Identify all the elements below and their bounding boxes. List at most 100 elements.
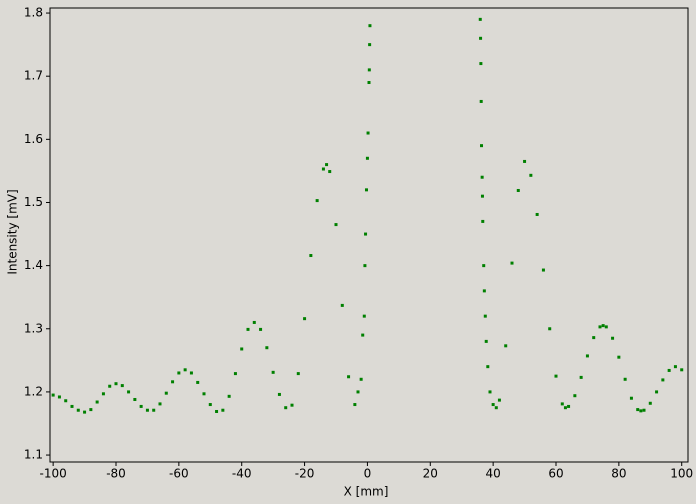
point	[221, 408, 225, 412]
point	[171, 380, 175, 384]
point	[494, 406, 498, 410]
point	[57, 395, 61, 399]
point	[585, 354, 589, 358]
point	[145, 408, 149, 412]
point	[601, 324, 605, 328]
point	[303, 317, 307, 321]
point	[296, 372, 300, 376]
point	[655, 390, 659, 394]
point	[340, 303, 344, 307]
point	[367, 81, 371, 85]
point	[642, 408, 646, 412]
point	[481, 219, 485, 223]
point	[51, 393, 55, 397]
point	[208, 403, 212, 407]
point	[64, 399, 68, 403]
point	[233, 372, 237, 376]
x-tick-label: 60	[548, 467, 563, 481]
point	[133, 397, 137, 401]
x-tick-label: -60	[169, 467, 189, 481]
point	[563, 406, 567, 410]
point	[529, 173, 533, 177]
point	[541, 268, 545, 272]
point	[328, 170, 332, 174]
point	[598, 325, 602, 329]
point	[573, 394, 577, 398]
point	[196, 380, 200, 384]
point	[215, 409, 219, 413]
point	[259, 327, 263, 331]
point	[95, 400, 99, 404]
point	[368, 43, 372, 47]
point	[497, 398, 501, 402]
point	[366, 131, 370, 135]
plot-frame	[49, 7, 689, 463]
point	[479, 62, 483, 66]
point	[83, 410, 87, 414]
point	[202, 392, 206, 396]
y-tick-label: 1.5	[24, 195, 43, 209]
point	[486, 365, 490, 369]
point	[478, 17, 482, 21]
point	[177, 371, 181, 375]
point	[347, 375, 351, 379]
point	[479, 99, 483, 103]
point	[560, 402, 564, 406]
point	[76, 408, 80, 412]
x-tick-label: 40	[486, 467, 501, 481]
point	[484, 339, 488, 343]
point	[353, 403, 357, 407]
point	[89, 408, 93, 412]
point	[368, 24, 372, 28]
point	[516, 188, 520, 192]
x-tick-label: 100	[670, 467, 693, 481]
point	[284, 406, 288, 410]
point	[309, 254, 313, 258]
point	[548, 327, 552, 331]
point	[482, 289, 486, 293]
point	[480, 175, 484, 179]
point	[491, 403, 495, 407]
point	[479, 36, 483, 40]
point	[636, 408, 640, 412]
point	[271, 370, 275, 374]
y-tick-label: 1.8	[24, 6, 43, 20]
y-tick-label: 1.3	[24, 321, 43, 335]
point	[480, 194, 484, 198]
point	[139, 404, 143, 408]
point	[108, 384, 112, 388]
point	[361, 333, 365, 337]
y-tick-label: 1.4	[24, 258, 43, 272]
x-tick-label: -100	[40, 467, 67, 481]
point	[240, 347, 244, 351]
point	[504, 344, 508, 348]
point	[364, 188, 368, 192]
y-tick-label: 1.1	[24, 448, 43, 462]
point	[120, 384, 124, 388]
point	[623, 377, 627, 381]
point	[611, 336, 615, 340]
point	[673, 365, 677, 369]
point	[227, 394, 231, 398]
point	[127, 390, 131, 394]
x-tick-label: 80	[611, 467, 626, 481]
point	[367, 68, 371, 72]
point	[480, 144, 484, 148]
point	[667, 368, 671, 372]
point	[158, 402, 162, 406]
x-tick-label: -40	[232, 467, 252, 481]
x-axis-label: X [mm]	[344, 485, 389, 499]
point	[592, 336, 596, 340]
x-tick-label: 20	[423, 467, 438, 481]
x-tick-label: -80	[106, 467, 126, 481]
point	[252, 320, 256, 324]
point	[315, 199, 319, 203]
point	[183, 368, 187, 372]
point	[277, 392, 281, 396]
x-tick-label: -20	[295, 467, 315, 481]
point	[482, 264, 486, 268]
point	[359, 377, 363, 381]
point	[101, 392, 105, 396]
point	[365, 156, 369, 160]
